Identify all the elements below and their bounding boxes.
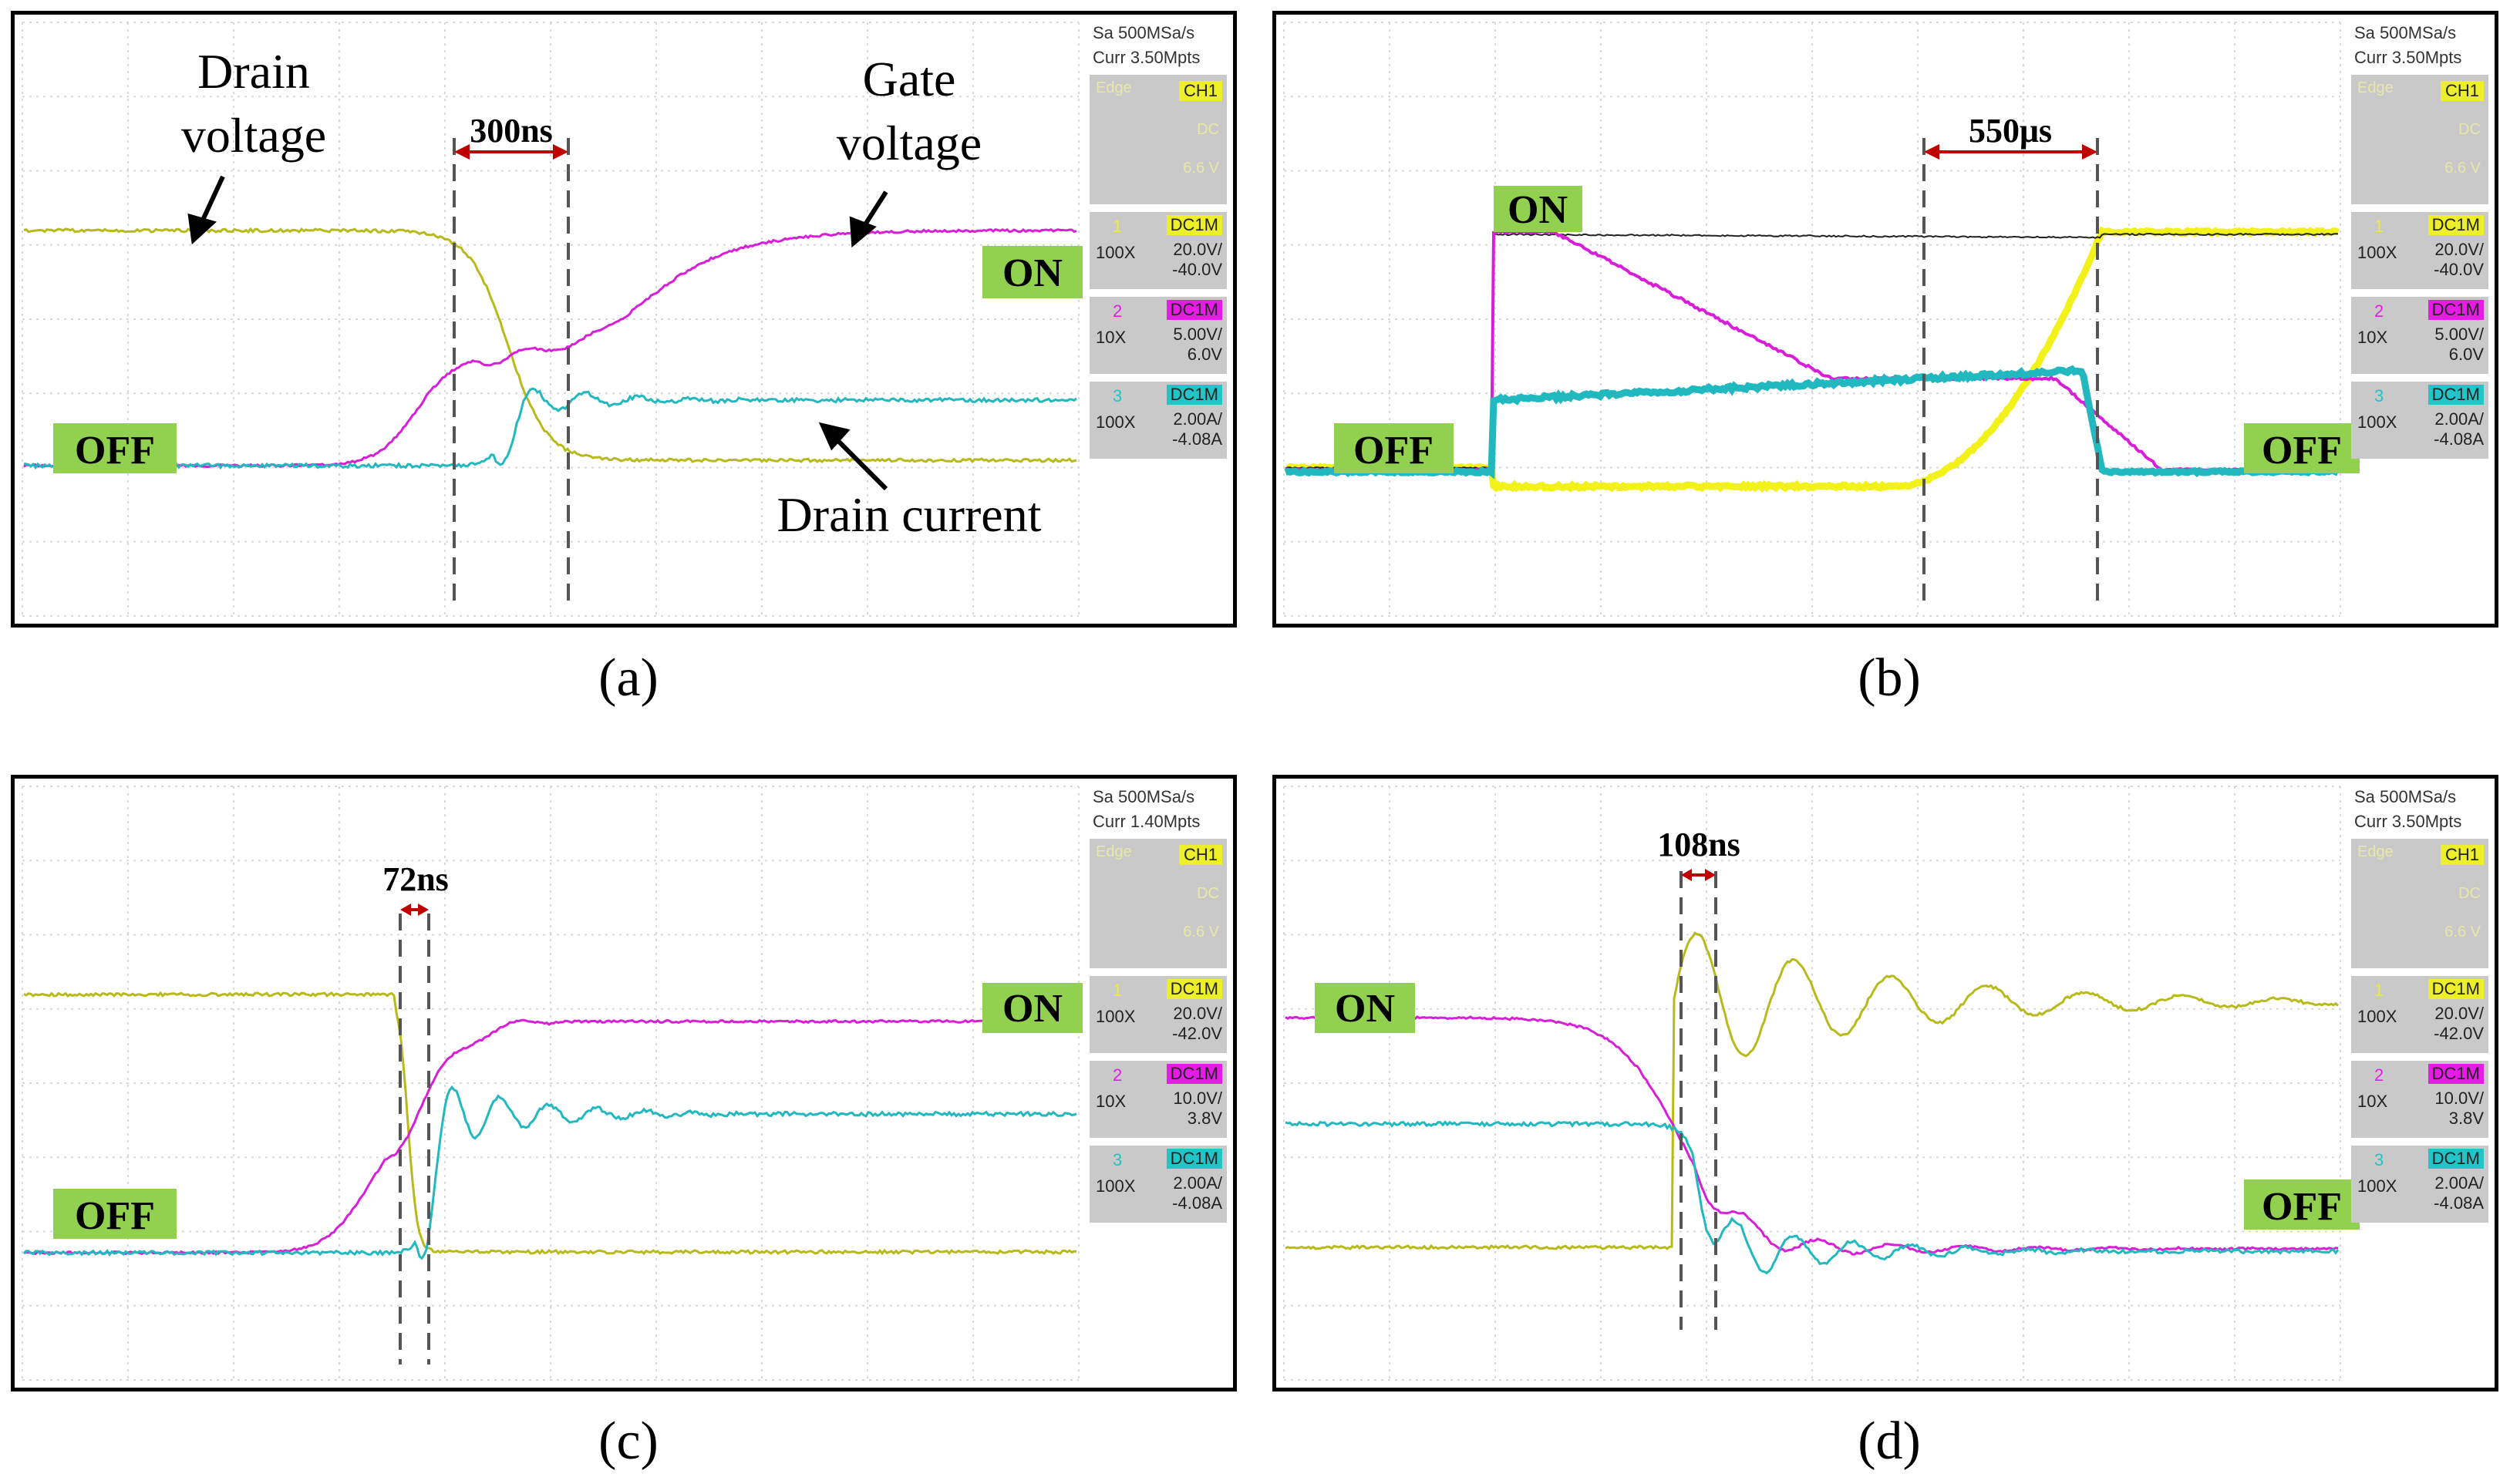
interval-label-d: 108ns bbox=[1657, 826, 1740, 863]
trace-gate-voltage-a bbox=[24, 230, 1076, 467]
pointer-arrows-a bbox=[190, 177, 886, 489]
svg-text:OFF: OFF bbox=[75, 429, 155, 473]
scope-screen-c: 72ns ON OFF bbox=[15, 779, 1233, 1388]
svg-text:ON: ON bbox=[1002, 987, 1063, 1031]
interval-arrow-a: 300ns bbox=[454, 112, 568, 160]
caption-b: (b) bbox=[1812, 648, 1966, 709]
svg-text:OFF: OFF bbox=[2262, 1185, 2342, 1229]
svg-text:ON: ON bbox=[1508, 188, 1568, 232]
on-label-a: ON bbox=[982, 246, 1083, 298]
sidebar-d: Sa 500MSa/s Curr 3.50Mpts Edge CH1 DC 6.6 V… bbox=[2351, 785, 2488, 1223]
sidebar-b: Sa 500MSa/s Curr 3.50Mpts Edge CH1 DC 6.6 V… bbox=[2351, 21, 2488, 459]
off-left-label-b: OFF bbox=[1334, 423, 1454, 473]
interval-label-c: 72ns bbox=[382, 860, 449, 898]
ch1-box: 1 DC1M 100X 20.0V/-40.0V bbox=[1090, 212, 1227, 289]
interval-arrow-c: 72ns bbox=[382, 860, 449, 916]
panel-c: 72ns ON OFF Sa 500MSa/s Curr 1.40Mpts Ed… bbox=[11, 775, 1237, 1391]
sidebar-a: Sa 500MSa/s Curr 3.50Mpts Edge CH1 DC 6.… bbox=[1090, 21, 1227, 459]
drain-voltage-label-line1: Drain bbox=[197, 44, 310, 99]
ch2-box: 2 DC1M 10X 5.00V/6.0V bbox=[1090, 297, 1227, 374]
trace-ch1-c bbox=[24, 993, 1076, 1253]
off-label-a: OFF bbox=[53, 423, 177, 473]
scope-screen-a: 300ns Drain voltage Gate voltage Drain c… bbox=[15, 15, 1233, 624]
drain-voltage-label-line2: voltage bbox=[181, 108, 326, 163]
svg-text:ON: ON bbox=[1002, 251, 1063, 295]
on-label-c: ON bbox=[982, 983, 1083, 1033]
sample-rate: Sa 500MSa/s bbox=[1090, 21, 1227, 45]
panel-d: 108ns ON OFF Sa 500MSa/s Curr 3.50Mpts E… bbox=[1272, 775, 2498, 1391]
interval-label-a: 300ns bbox=[470, 112, 553, 150]
caption-a: (a) bbox=[551, 648, 706, 709]
on-label-b: ON bbox=[1494, 186, 1582, 232]
panel-b: 550μs ON OFF OFF Sa 500MSa/s Curr 3.50Mp… bbox=[1272, 11, 2498, 628]
gate-voltage-label-line2: voltage bbox=[837, 116, 982, 170]
scope-screen-d: 108ns ON OFF bbox=[1276, 779, 2495, 1388]
svg-text:OFF: OFF bbox=[2262, 429, 2342, 473]
off-label-c: OFF bbox=[53, 1189, 177, 1239]
svg-text:ON: ON bbox=[1335, 987, 1395, 1031]
panel-a: 300ns Drain voltage Gate voltage Drain c… bbox=[11, 11, 1237, 628]
svg-text:OFF: OFF bbox=[1353, 429, 1434, 473]
drain-current-label: Drain current bbox=[777, 487, 1042, 542]
ch3-box: 3 DC1M 100X 2.00A/-4.08A bbox=[1090, 382, 1227, 459]
trace-ch1-d bbox=[1285, 933, 2338, 1249]
trigger-box: Edge CH1 DC 6.6 V bbox=[1090, 75, 1227, 204]
scope-screen-b: 550μs ON OFF OFF bbox=[1276, 15, 2495, 624]
svg-text:OFF: OFF bbox=[75, 1194, 155, 1238]
off-label-d: OFF bbox=[2244, 1179, 2360, 1230]
interval-label-b: 550μs bbox=[1969, 112, 2052, 150]
interval-arrow-b: 550μs bbox=[1924, 112, 2097, 160]
off-right-label-b: OFF bbox=[2244, 423, 2360, 473]
dash-markers-d bbox=[1681, 871, 1716, 1330]
memory-depth: Curr 3.50Mpts bbox=[1090, 45, 1227, 70]
gate-voltage-label-line1: Gate bbox=[863, 52, 956, 106]
sidebar-c: Sa 500MSa/s Curr 1.40Mpts Edge CH1 DC 6.6 V… bbox=[1090, 785, 1227, 1223]
caption-c: (c) bbox=[551, 1411, 706, 1472]
trace-drain-current-a bbox=[24, 389, 1076, 467]
on-label-d: ON bbox=[1315, 983, 1415, 1033]
caption-d: (d) bbox=[1812, 1411, 1966, 1472]
interval-arrow-d: 108ns bbox=[1657, 826, 1740, 881]
